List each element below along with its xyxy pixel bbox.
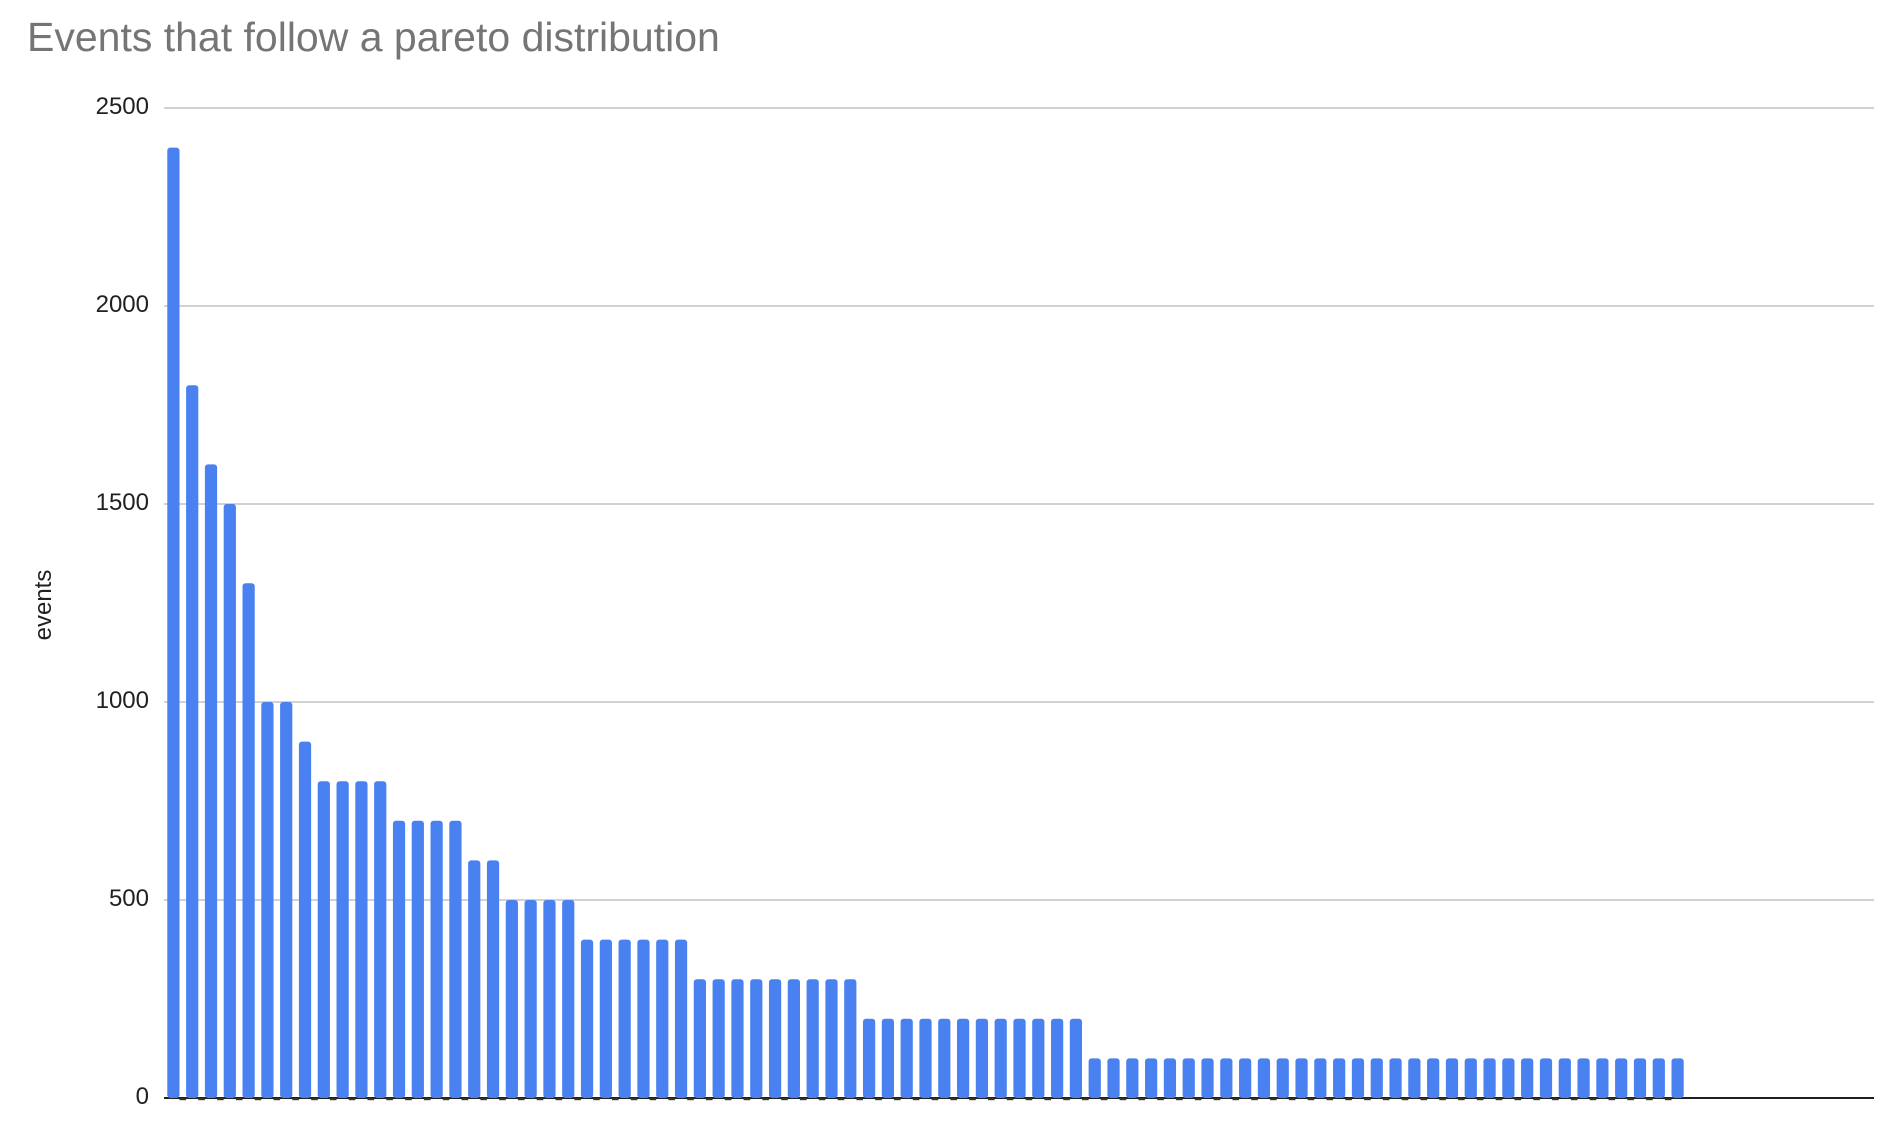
svg-text:2000: 2000: [96, 291, 149, 318]
svg-text:0: 0: [136, 1083, 149, 1110]
svg-text:500: 500: [109, 885, 149, 912]
svg-text:1000: 1000: [96, 687, 149, 714]
svg-text:2500: 2500: [96, 93, 149, 120]
svg-text:events: events: [30, 570, 57, 641]
svg-text:1500: 1500: [96, 489, 149, 516]
